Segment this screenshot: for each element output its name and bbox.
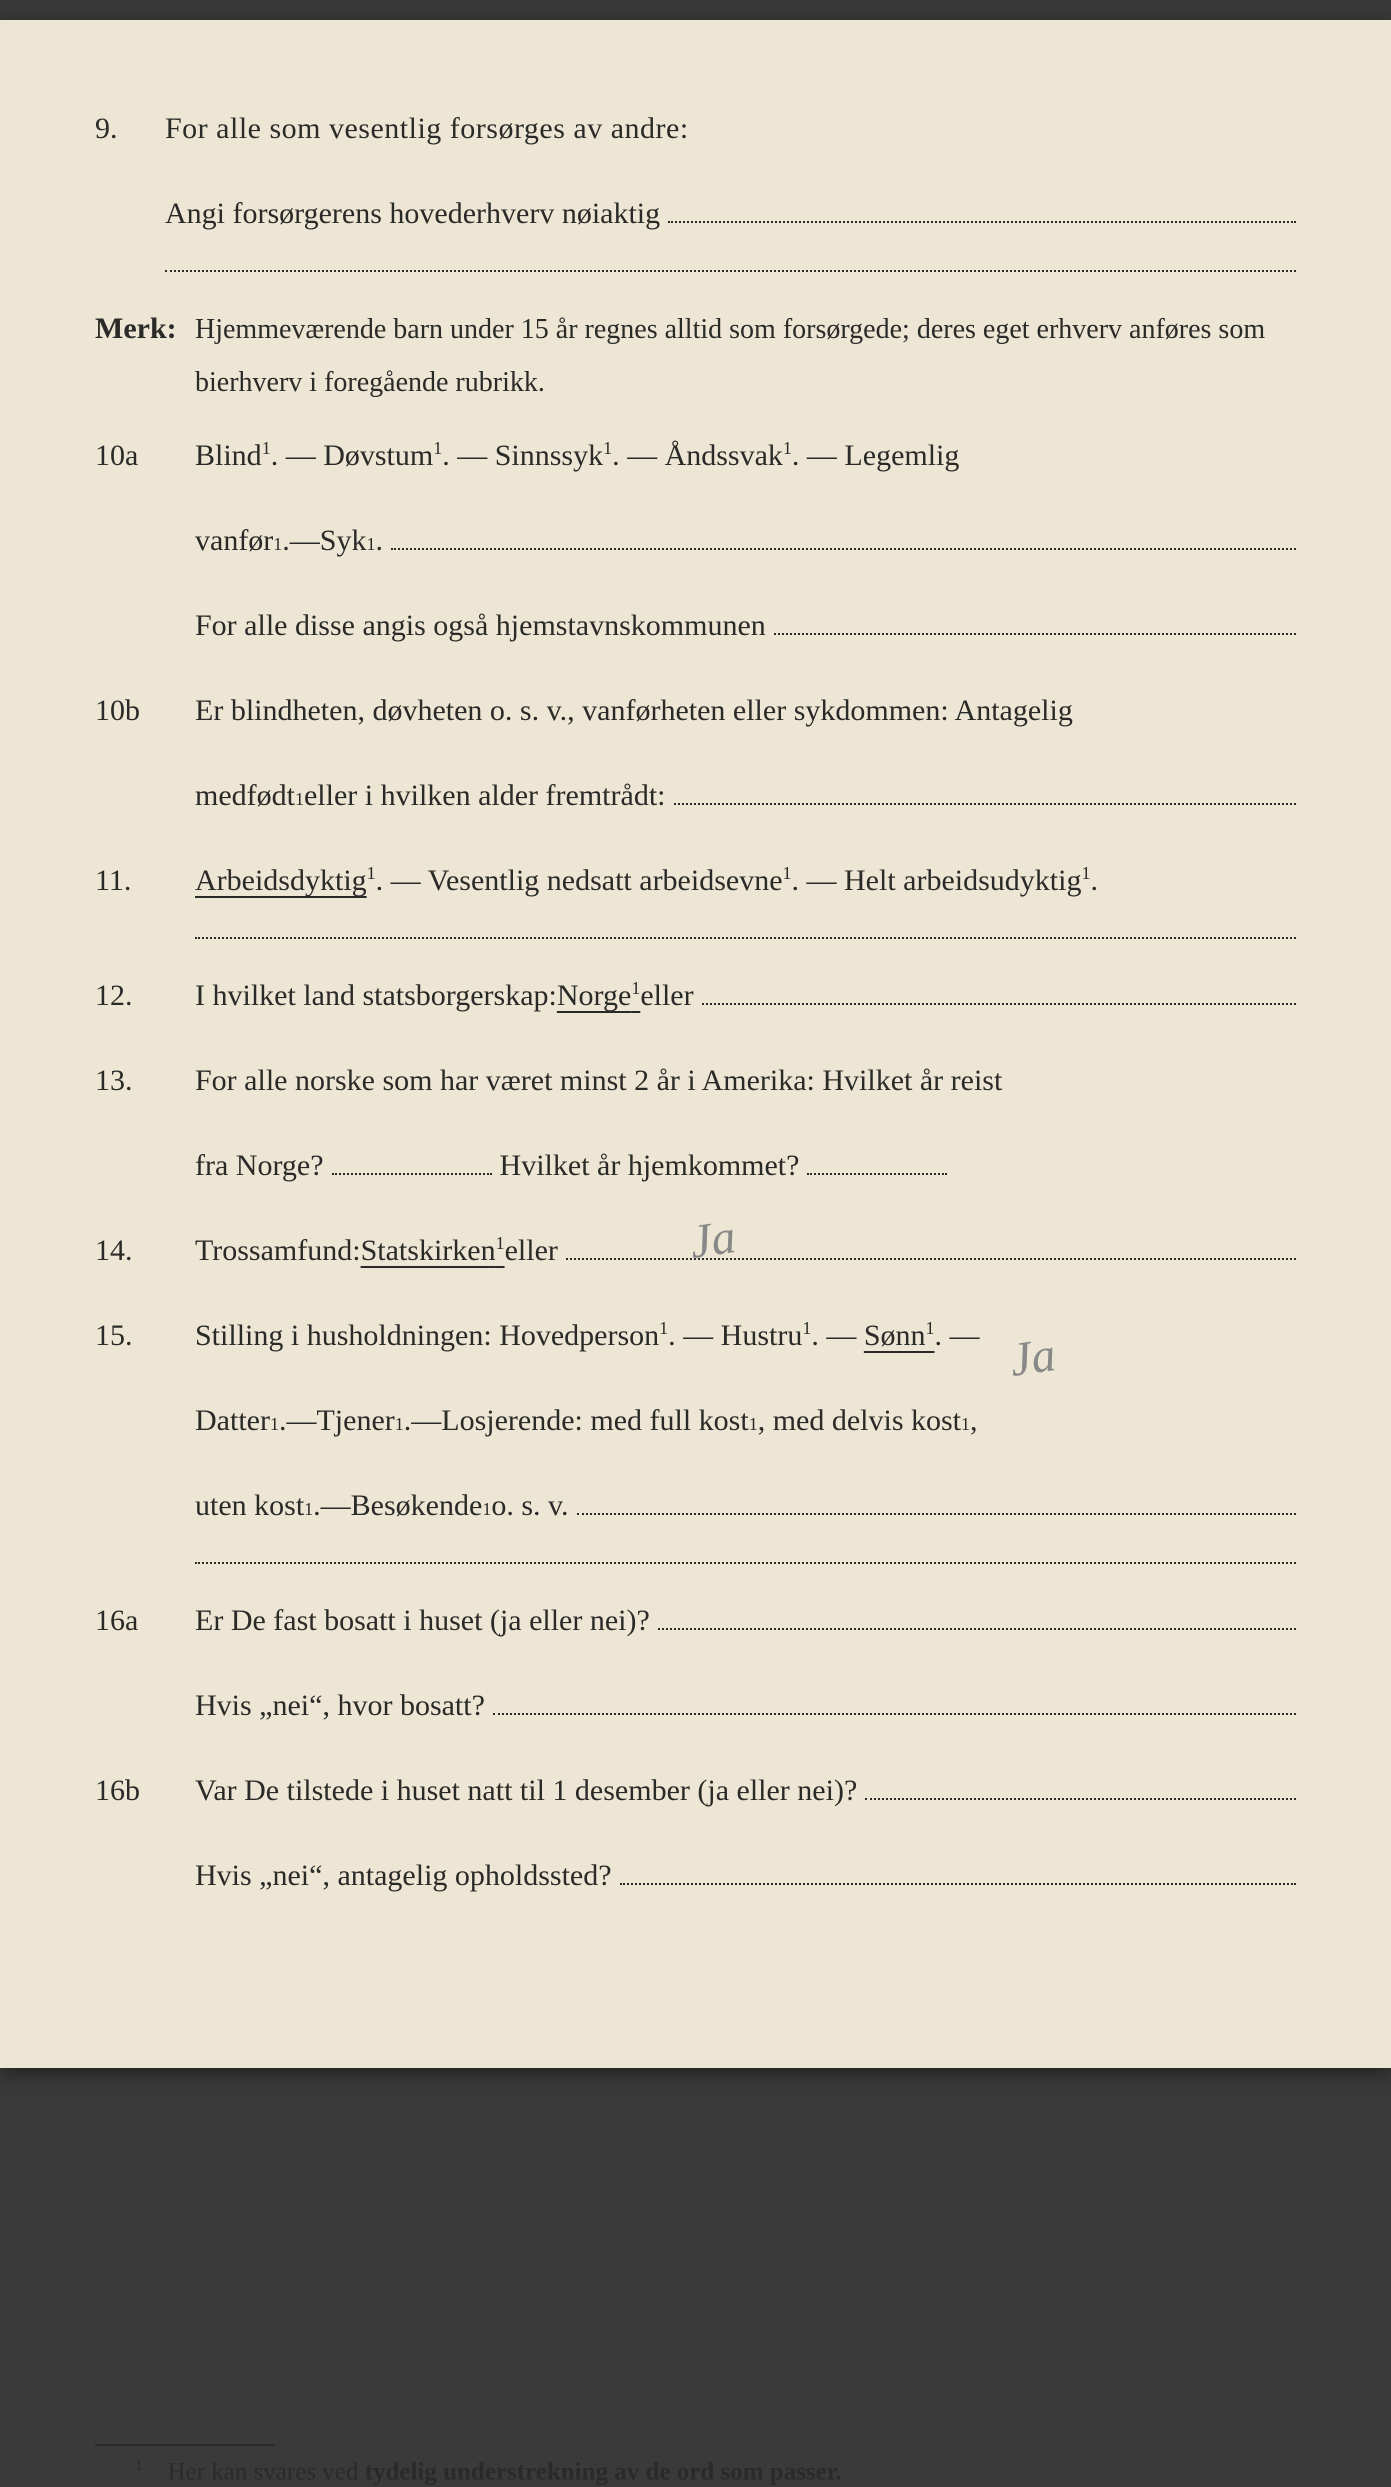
q11-options: Arbeidsdyktig1. — Vesentlig nedsatt arbe… (195, 852, 1296, 909)
q15-text5: o. s. v. (491, 1477, 568, 1534)
q10a-line3: For alle disse angis også hjemstavnskomm… (195, 597, 1296, 654)
q10b-text2b: eller i hvilken alder fremtrådt: (304, 767, 666, 824)
q10b-text2a[interactable]: medfødt (195, 767, 295, 824)
q10a-fill1[interactable] (391, 526, 1296, 550)
q16b-fill1[interactable] (865, 1776, 1296, 1800)
q14-opt1[interactable]: Statskirken1 (361, 1222, 505, 1279)
q16a-text1: Er De fast bosatt i huset (ja eller nei)… (195, 1592, 650, 1649)
q16b-line2: Hvis „nei“, antagelig opholdssted? (195, 1847, 1296, 1904)
merk-text: Hjemmeværende barn under 15 år regnes al… (195, 303, 1296, 409)
q9-fill[interactable] (668, 199, 1296, 223)
q15-content1: Stilling i husholdningen: Hovedperson1. … (195, 1307, 1296, 1364)
q14-line: 14. Trossamfund: Statskirken1 eller (95, 1222, 1296, 1279)
q13-line2: fra Norge? Hvilket år hjemkommet? (195, 1137, 1296, 1194)
q10a-options: Blind1. — Døvstum1. — Sinnssyk1. — Åndss… (195, 427, 1296, 484)
q12-text2: eller (640, 967, 693, 1024)
q9-text2: Angi forsørgerens hovederhverv nøiaktig (165, 185, 660, 242)
census-form-page: 9. For alle som vesentlig forsørges av a… (0, 20, 1391, 2068)
q10a-line2: vanfør1. — Syk1. (195, 512, 1296, 569)
q15-opt2[interactable]: Hustru (721, 1319, 803, 1352)
q15-text2: Losjerende: med full kost (441, 1392, 748, 1449)
q10a-fill2[interactable] (774, 611, 1296, 635)
q9-line1: 9. For alle som vesentlig forsørges av a… (95, 100, 1296, 157)
footnote-text2: tydelig understrekning av de ord som pas… (365, 2459, 842, 2486)
q15-opt3[interactable]: Sønn1 (864, 1319, 935, 1352)
q11-opt3[interactable]: Helt arbeidsudyktig (844, 864, 1081, 897)
q15-fill[interactable] (577, 1491, 1296, 1515)
q16b-text1: Var De tilstede i huset natt til 1 desem… (195, 1762, 857, 1819)
q16b-text2: Hvis „nei“, antagelig opholdssted? (195, 1847, 612, 1904)
q10a-text2: For alle disse angis også hjemstavnskomm… (195, 597, 766, 654)
q9-text1: For alle som vesentlig forsørges av andr… (165, 100, 1296, 157)
q12-line: 12. I hvilket land statsborgerskap: Norg… (95, 967, 1296, 1024)
q11-opt1[interactable]: Arbeidsdyktig (195, 864, 367, 897)
q10b-line1: 10b Er blindheten, døvheten o. s. v., va… (95, 682, 1296, 739)
sup: 1 (262, 438, 271, 458)
q16b-fill2[interactable] (620, 1861, 1296, 1885)
q13-fill2[interactable] (807, 1151, 947, 1175)
footnote: 1 Her kan svares ved tydelig understrekn… (135, 2458, 1296, 2486)
q10b-text1: Er blindheten, døvheten o. s. v., vanfør… (195, 682, 1296, 739)
q12-opt1[interactable]: Norge1 (557, 967, 640, 1024)
merk-label: Merk: (95, 300, 195, 357)
q10b-fill[interactable] (674, 781, 1297, 805)
q16a-line1: 16a Er De fast bosatt i huset (ja eller … (95, 1592, 1296, 1649)
q10a-opt6[interactable]: vanfør (195, 512, 273, 569)
q12-fill[interactable] (702, 981, 1296, 1005)
q16a-number: 16a (95, 1592, 195, 1649)
q11-line: 11. Arbeidsdyktig1. — Vesentlig nedsatt … (95, 852, 1296, 909)
q15-number: 15. (95, 1307, 195, 1364)
q10b-line2: medfødt1 eller i hvilken alder fremtrådt… (195, 767, 1296, 824)
q13-text1: For alle norske som har været minst 2 år… (195, 1052, 1296, 1109)
q11-number: 11. (95, 852, 195, 909)
q10a-opt1[interactable]: Blind (195, 439, 262, 472)
q15-opt5[interactable]: Tjener (316, 1392, 394, 1449)
q16a-fill1[interactable] (658, 1606, 1296, 1630)
q14-number: 14. (95, 1222, 195, 1279)
q15-opt1[interactable]: Hovedperson (499, 1319, 659, 1352)
q10a-opt7[interactable]: Syk (320, 512, 367, 569)
q13-line1: 13. For alle norske som har været minst … (95, 1052, 1296, 1109)
q16b-line1: 16b Var De tilstede i huset natt til 1 d… (95, 1762, 1296, 1819)
q10a-opt2[interactable]: Døvstum (323, 439, 433, 472)
footnote-text1: Her kan svares ved (168, 2459, 365, 2486)
q10a-number: 10a (95, 427, 195, 484)
q13-text2b: Hvilket år hjemkommet? (500, 1137, 800, 1194)
merk-line: Merk: Hjemmeværende barn under 15 år reg… (95, 300, 1296, 409)
q9-number: 9. (95, 100, 165, 157)
q9-fill-line[interactable] (165, 270, 1296, 272)
q13-number: 13. (95, 1052, 195, 1109)
q16a-fill2[interactable] (493, 1691, 1296, 1715)
q14-text2: eller (505, 1222, 558, 1279)
q10a-opt3[interactable]: Sinnssyk (495, 439, 603, 472)
q10a-opt5[interactable]: Legemlig (844, 439, 959, 472)
q15-line3: uten kost1. — Besøkende1 o. s. v. (195, 1477, 1296, 1534)
q13-fill1[interactable] (332, 1151, 492, 1175)
q14-text1: Trossamfund: (195, 1222, 361, 1279)
q10a-line1: 10a Blind1. — Døvstum1. — Sinnssyk1. — Å… (95, 427, 1296, 484)
q16a-line2: Hvis „nei“, hvor bosatt? (195, 1677, 1296, 1734)
q13-text2a: fra Norge? (195, 1137, 324, 1194)
q16a-text2: Hvis „nei“, hvor bosatt? (195, 1677, 485, 1734)
q15-fill-line[interactable] (195, 1562, 1296, 1564)
q14-fill[interactable] (566, 1236, 1296, 1260)
footnote-rule (95, 2444, 275, 2446)
q16b-number: 16b (95, 1762, 195, 1819)
q15-line1: 15. Stilling i husholdningen: Hovedperso… (95, 1307, 1296, 1364)
q9-line2: Angi forsørgerens hovederhverv nøiaktig (165, 185, 1296, 242)
q15-text3: , med delvis kost (758, 1392, 961, 1449)
q15-text4: uten kost (195, 1477, 304, 1534)
q11-opt2[interactable]: Vesentlig nedsatt arbeidsevne (428, 864, 783, 897)
q12-text1: I hvilket land statsborgerskap: (195, 967, 557, 1024)
q12-number: 12. (95, 967, 195, 1024)
q10a-opt4[interactable]: Åndssvak (665, 439, 783, 472)
q11-fill-line[interactable] (195, 937, 1296, 939)
q15-opt4[interactable]: Datter (195, 1392, 270, 1449)
footnote-num: 1 (135, 2458, 143, 2474)
q10b-number: 10b (95, 682, 195, 739)
q15-line2: Datter1. — Tjener1. — Losjerende: med fu… (195, 1392, 1296, 1449)
q15-opt6[interactable]: Besøkende (351, 1477, 483, 1534)
